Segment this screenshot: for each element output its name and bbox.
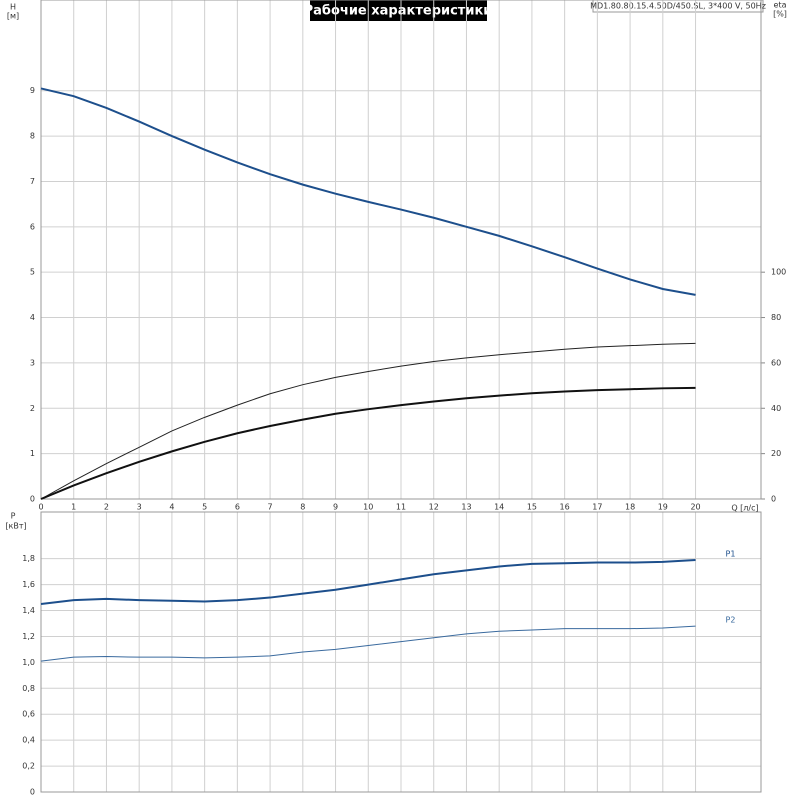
y-axis-label: H: [10, 3, 16, 12]
y2-axis-label: eta: [774, 1, 787, 10]
model-label: MD1.80.80.15.4.50D/450.SL, 3*400 V, 50Hz: [590, 2, 766, 11]
x-tick-label: 0: [38, 503, 43, 512]
x-tick-label: 2: [104, 503, 109, 512]
plot-frame: [40, 0, 762, 500]
y-tick-label: 7: [30, 177, 35, 186]
y2-tick-label: 100: [771, 268, 786, 277]
y-tick-label: 4: [30, 313, 35, 322]
y-tick-label: 1,6: [22, 580, 35, 589]
chart-title: Рабочие характеристики: [304, 4, 493, 19]
x-tick-label: 11: [396, 503, 406, 512]
y-tick-label: 9: [30, 86, 35, 95]
x-tick-label: 14: [494, 503, 504, 512]
series-line: [40, 87, 696, 296]
series-line: [40, 386, 696, 500]
y-tick-label: 0,4: [22, 736, 35, 745]
plot-frame: [40, 511, 762, 793]
x-tick-label: 8: [300, 503, 305, 512]
y-tick-label: 3: [30, 358, 35, 367]
x-tick-label: 5: [202, 503, 207, 512]
series-line: [40, 558, 696, 606]
y-tick-label: 0,2: [22, 762, 35, 771]
x-tick-label: 10: [363, 503, 373, 512]
y-tick-label: 0,6: [22, 710, 35, 719]
y-tick-label: 1,2: [22, 632, 35, 641]
x-tick-label: 6: [235, 503, 240, 512]
x-tick-label: 13: [461, 503, 471, 512]
x-tick-label: 19: [658, 503, 668, 512]
y-tick-label: 1,4: [22, 606, 35, 615]
x-tick-label: 16: [560, 503, 570, 512]
y2-tick-label: 60: [771, 358, 781, 367]
model-box: [592, 0, 764, 13]
x-tick-label: 1: [71, 503, 76, 512]
x-tick-label: 20: [690, 503, 700, 512]
y-tick-label: 2: [30, 404, 35, 413]
x-tick-label: 12: [429, 503, 439, 512]
y-tick-label: 1: [30, 449, 35, 458]
y2-tick-label: 20: [771, 449, 781, 458]
legend-label: P1: [726, 549, 736, 558]
x-tick-label: 17: [592, 503, 602, 512]
x-tick-label: 15: [527, 503, 537, 512]
x-tick-label: 18: [625, 503, 635, 512]
y2-axis-unit: [%]: [773, 10, 787, 19]
x-tick-label: 4: [169, 503, 174, 512]
x-tick-label: 7: [268, 503, 273, 512]
y-tick-label: 0,8: [22, 684, 35, 693]
y-tick-label: 1,0: [22, 658, 35, 667]
y-tick-label: 5: [30, 268, 35, 277]
y-axis-unit: [м]: [7, 12, 19, 21]
y2-tick-label: 0: [771, 495, 776, 504]
y2-tick-label: 40: [771, 404, 781, 413]
y-axis-unit: [кВт]: [5, 522, 26, 531]
y-tick-label: 1,8: [22, 554, 35, 563]
y-tick-label: 0: [30, 788, 35, 797]
y-tick-label: 6: [30, 222, 35, 231]
x-axis-label: Q [л/с]: [731, 504, 758, 513]
series-line: [40, 625, 696, 662]
y2-tick-label: 80: [771, 313, 781, 322]
y-tick-label: 0: [30, 495, 35, 504]
x-tick-label: 9: [333, 503, 338, 512]
legend-label: P2: [726, 616, 736, 625]
series-line: [40, 342, 696, 500]
x-tick-label: 3: [137, 503, 142, 512]
y-axis-label: P: [11, 512, 16, 521]
y-tick-label: 8: [30, 132, 35, 141]
title-box: [310, 0, 487, 21]
